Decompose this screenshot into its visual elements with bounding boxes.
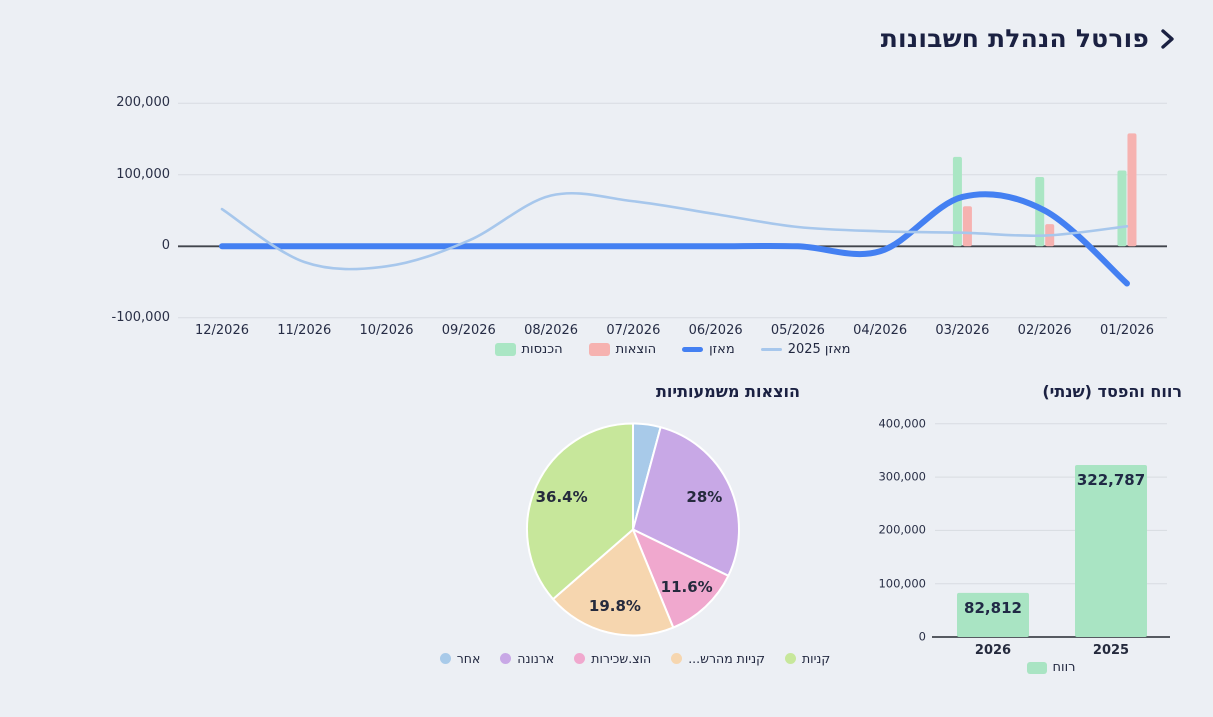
combo-x-tick-label: 03/2026	[935, 323, 990, 338]
combo-x-tick-label: 08/2026	[524, 323, 579, 338]
pie-percent-label-1: 28%	[686, 487, 723, 506]
pie-slice-4[interactable]	[526, 422, 634, 601]
combo-legend-item-1[interactable]: הוצאות	[588, 342, 657, 357]
combo-legend-item-3-swatch	[760, 348, 782, 351]
combo-y-tick-label: -100,000	[111, 309, 170, 325]
combo-x-tick-label: 04/2026	[853, 323, 908, 338]
pie-legend-item-4-label: קניות	[801, 651, 831, 666]
combo-x-tick-label: 09/2026	[441, 323, 496, 338]
combo-legend: הכנסות הוצאות מאזן מאזן 2025	[178, 342, 1167, 357]
pie-legend-item-4[interactable]: קניות	[784, 651, 831, 666]
pie-chart-title: הוצאות משמעותיות	[655, 382, 801, 401]
expense-bar-01/2026[interactable]	[1127, 133, 1137, 247]
combo-x-tick-label: 06/2026	[688, 323, 743, 338]
profit-bar-value-label-0: 82,812	[964, 598, 1022, 617]
combo-legend-item-2-label: מאזן	[709, 342, 735, 357]
profit-bar-2025[interactable]	[1075, 464, 1147, 637]
page-header: פורטל הנהלת חשבונות	[881, 24, 1176, 53]
combo-x-tick-label: 07/2026	[606, 323, 661, 338]
pie-legend-item-2-label: הוצ.שכירות	[591, 651, 652, 666]
combo-legend-item-0-swatch	[494, 343, 516, 356]
pie-percent-label-3: 19.8%	[588, 596, 641, 615]
profit-legend-item-0[interactable]: רווח	[1026, 660, 1076, 675]
pie-slice-3[interactable]	[552, 528, 675, 637]
combo-y-tick-label: 0	[161, 238, 170, 254]
pie-percent-label-2: 11.6%	[660, 577, 713, 596]
pie-slice-2[interactable]	[632, 528, 730, 629]
pie-slice-1[interactable]	[632, 426, 740, 577]
profit-y-tick-label: 300,000	[878, 469, 926, 484]
combo-x-tick-label: 01/2026	[1099, 323, 1154, 338]
profit-y-tick-label: 0	[918, 629, 926, 644]
pie-legend-item-0[interactable]: אחר	[439, 651, 481, 666]
pie-legend-item-1-swatch	[500, 653, 512, 664]
pie-legend-item-2[interactable]: הוצ.שכירות	[574, 651, 651, 666]
combo-x-tick-label: 11/2026	[277, 323, 332, 338]
profit-chart-title: רווח והפסד (שנתי)	[1042, 382, 1182, 401]
combo-x-tick-label: 05/2026	[770, 323, 825, 338]
combo-y-tick-label: 200,000	[116, 95, 170, 111]
balance-2025-line	[220, 191, 1129, 271]
pie-legend-item-3-swatch	[671, 653, 683, 664]
pie-legend-item-4-swatch	[784, 653, 796, 664]
profit-y-tick-label: 200,000	[878, 523, 926, 538]
profit-bar-2026[interactable]	[957, 592, 1029, 637]
combo-legend-item-3[interactable]: מאזן 2025	[760, 342, 851, 357]
profit-y-tick-label: 400,000	[878, 416, 926, 431]
profit-legend: רווח	[935, 660, 1167, 675]
profit-bar-value-label-1: 322,787	[1076, 470, 1146, 489]
income-bar-02/2026[interactable]	[1035, 176, 1045, 247]
pie-percent-label-4: 36.4%	[535, 487, 588, 506]
combo-legend-item-2-swatch	[682, 347, 704, 352]
combo-legend-item-3-label: מאזן 2025	[787, 342, 851, 357]
chevron-right-icon[interactable]	[1158, 27, 1176, 51]
profit-y-tick-label: 100,000	[878, 576, 926, 591]
combo-legend-item-2[interactable]: מאזן	[682, 342, 735, 357]
pie-legend-item-1[interactable]: ארנונה	[500, 651, 554, 666]
profit-legend-item-0-swatch	[1026, 661, 1047, 674]
pie-legend: אחר ארנונה הוצ.שכירות קניות מהרש... קניות	[420, 651, 850, 666]
profit-x-tick-label-1: 2025	[1092, 643, 1130, 658]
pie-legend-item-2-swatch	[574, 653, 586, 664]
combo-legend-item-0[interactable]: הכנסות	[494, 342, 563, 357]
pie-legend-item-3-label: קניות מהרש...	[688, 651, 765, 666]
pie-legend-item-3[interactable]: קניות מהרש...	[671, 651, 765, 666]
pie-legend-item-0-swatch	[439, 653, 451, 664]
combo-y-tick-label: 100,000	[116, 166, 170, 182]
combo-legend-item-1-label: הוצאות	[615, 342, 657, 357]
pie-legend-item-0-label: אחר	[456, 651, 481, 666]
combo-legend-item-0-label: הכנסות	[521, 342, 563, 357]
combo-x-tick-label: 12/2026	[194, 323, 250, 338]
pie-legend-item-1-label: ארנונה	[517, 651, 555, 666]
page-title: פורטל הנהלת חשבונות	[880, 24, 1149, 53]
combo-x-tick-label: 02/2026	[1017, 323, 1072, 338]
profit-legend-item-0-label: רווח	[1052, 660, 1076, 675]
expense-bar-03/2026[interactable]	[962, 206, 972, 247]
combo-x-tick-label: 10/2026	[359, 323, 414, 338]
balance-line	[219, 191, 1130, 287]
combo-legend-item-1-swatch	[588, 343, 610, 356]
profit-x-tick-label-0: 2026	[974, 643, 1012, 658]
